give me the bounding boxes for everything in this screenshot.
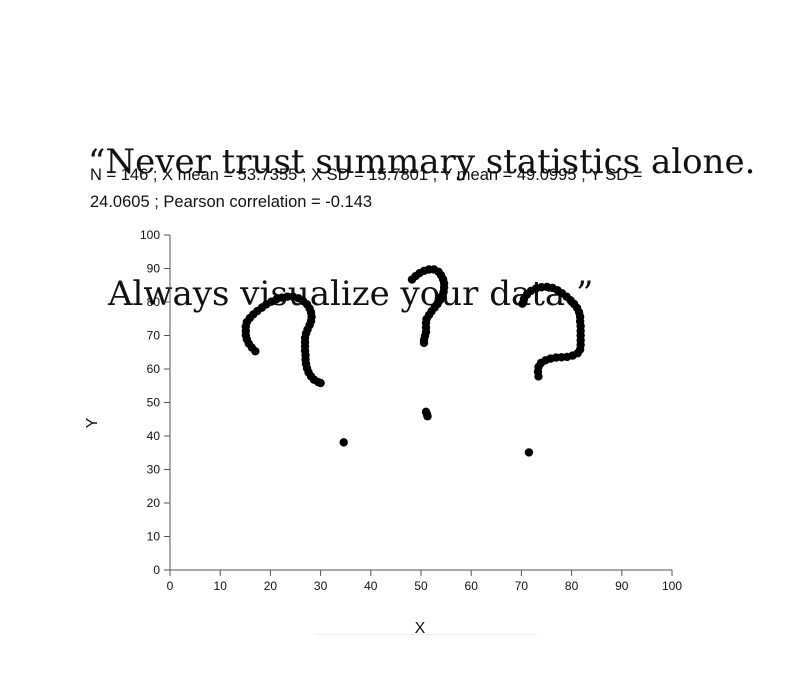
- y-tick-label: 80: [147, 295, 161, 309]
- data-point: [339, 438, 348, 447]
- x-axis-title: X: [415, 620, 426, 637]
- divider: [315, 634, 537, 635]
- y-tick-label: 30: [147, 463, 161, 477]
- data-point: [419, 338, 429, 348]
- summary-statistics: N = 146 ; X mean = 53.7355 ; X SD = 15.7…: [90, 166, 643, 211]
- x-tick-label: 100: [662, 579, 682, 593]
- data-point: [524, 448, 534, 457]
- x-tick-label: 70: [515, 579, 529, 593]
- chart-axes: 0 10 20 30 40 50 60 70 80 90 100 0 10 20 30 40 50 60 70 80 9…: [140, 228, 682, 593]
- y-tick-label: 20: [147, 496, 161, 510]
- x-tick-label: 60: [465, 579, 479, 593]
- quote-line-1: “Never trust summary statistics alone.: [88, 142, 756, 182]
- chart-points: [241, 265, 585, 457]
- data-point: [423, 412, 432, 421]
- y-tick-label: 100: [140, 228, 160, 242]
- x-tick-label: 50: [414, 579, 428, 593]
- data-point: [316, 378, 325, 388]
- x-tick-label: 0: [167, 579, 174, 593]
- y-tick-label: 70: [147, 329, 161, 343]
- y-tick-label: 60: [147, 362, 161, 376]
- x-tick-label: 30: [314, 579, 328, 593]
- x-tick-label: 90: [615, 579, 629, 593]
- x-tick-label: 10: [214, 579, 228, 593]
- x-tick-label: 20: [264, 579, 278, 593]
- y-tick-label: 40: [147, 429, 161, 443]
- y-axis-title: Y: [84, 417, 101, 428]
- y-tick-label: 50: [147, 396, 161, 410]
- y-tick-label: 90: [147, 262, 161, 276]
- x-tick-label: 80: [565, 579, 579, 593]
- x-tick-label: 40: [364, 579, 378, 593]
- y-tick-label: 10: [147, 530, 161, 544]
- data-point: [534, 372, 543, 381]
- y-tick-label: 0: [153, 563, 160, 577]
